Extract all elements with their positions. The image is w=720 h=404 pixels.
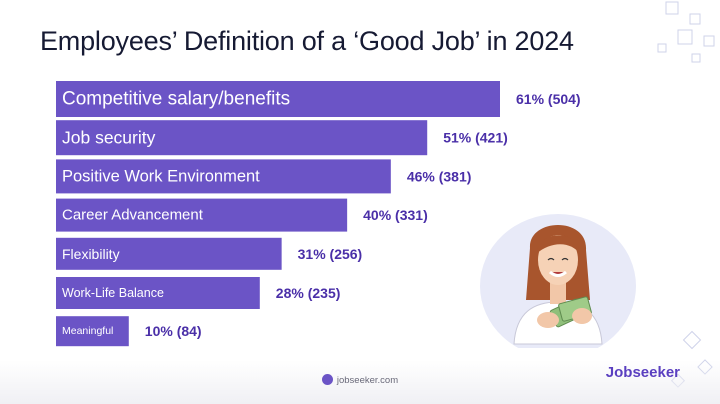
bar-4: [56, 237, 282, 270]
website-label: jobseeker.com: [0, 374, 720, 386]
decorative-grid: [657, 1, 715, 63]
bar-label-1: Job security: [62, 128, 156, 148]
value-label-2: 46% (381): [407, 168, 472, 184]
bar-3: [56, 198, 348, 232]
bar-label-0: Competitive salary/benefits: [62, 89, 290, 110]
value-label-3: 40% (331): [363, 207, 428, 223]
woman-with-money-illustration: [480, 214, 636, 348]
globe-icon: [321, 374, 333, 385]
bar-label-4: Flexibility: [62, 246, 120, 262]
bar-1: [56, 120, 428, 156]
bar-label-2: Positive Work Environment: [62, 167, 260, 185]
value-label-0: 61% (504): [516, 91, 581, 107]
value-label-6: 10% (84): [145, 323, 202, 339]
bar-0: [56, 81, 500, 117]
value-label-1: 51% (421): [443, 130, 508, 146]
bar-5: [56, 277, 260, 309]
bar-label-6: Meaningful: [62, 325, 113, 337]
value-label-4: 31% (256): [298, 246, 363, 262]
bar-label-5: Work-Life Balance: [62, 286, 164, 300]
value-label-5: 28% (235): [276, 285, 341, 301]
bar-2: [56, 159, 391, 194]
website-text: jobseeker.com: [336, 375, 399, 386]
footer-shade: [0, 360, 720, 404]
bar-6: [56, 316, 129, 347]
bar-label-3: Career Advancement: [62, 207, 204, 224]
chart-title: Employees’ Definition of a ‘Good Job’ in…: [40, 26, 574, 56]
brand-logo: Jobseeker: [605, 364, 680, 381]
